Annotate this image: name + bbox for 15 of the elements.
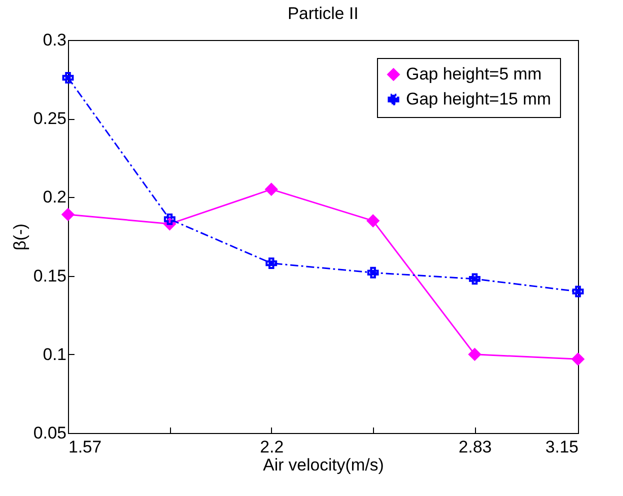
x-tick-label: 3.15	[545, 438, 578, 456]
x-axis-title: Air velocity(m/s)	[263, 456, 384, 474]
y-tick-label: 0.15	[33, 266, 66, 286]
x-tick-label: 2.83	[458, 438, 492, 456]
y-tick-label: 0.25	[33, 109, 66, 128]
y-tick-label: 0.3	[42, 30, 66, 50]
y-tick-label: 0.05	[33, 424, 66, 442]
legend-label: Gap height=15 mm	[406, 90, 552, 108]
x-tick-label: 1.57	[68, 438, 102, 456]
y-tick-label: 0.2	[42, 188, 66, 207]
y-tick-label: 0.1	[42, 344, 66, 364]
legend-label: Gap height=5 mm	[406, 64, 542, 84]
x-tick-label: 2.2	[260, 438, 284, 456]
y-axis-title: β(-)	[10, 224, 30, 250]
chart-title: Particle II	[288, 4, 358, 23]
